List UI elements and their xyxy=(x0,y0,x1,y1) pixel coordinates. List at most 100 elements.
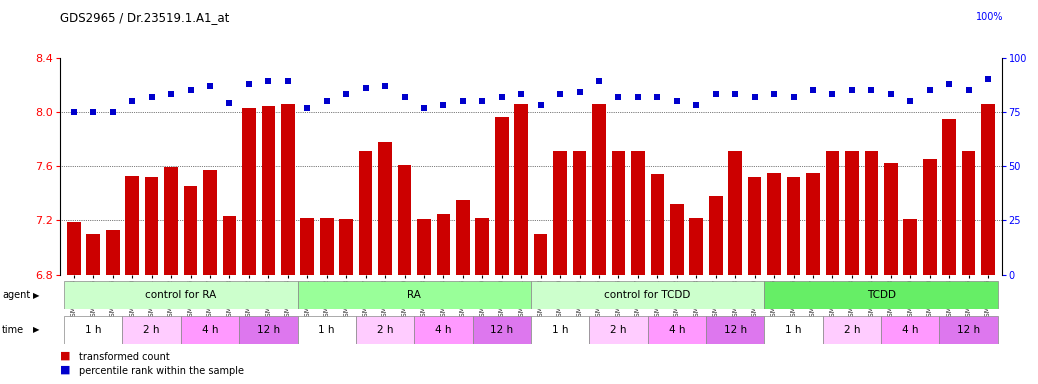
Bar xyxy=(417,219,431,275)
Point xyxy=(435,102,452,108)
Text: 2 h: 2 h xyxy=(844,325,861,335)
Text: 2 h: 2 h xyxy=(143,325,160,335)
Bar xyxy=(495,117,509,275)
Point xyxy=(766,91,783,98)
Point xyxy=(922,87,938,93)
Bar xyxy=(923,159,936,275)
Text: 100%: 100% xyxy=(977,12,1004,22)
Text: 4 h: 4 h xyxy=(201,325,218,335)
Bar xyxy=(651,174,664,275)
Text: RA: RA xyxy=(407,290,421,300)
Text: 12 h: 12 h xyxy=(957,325,980,335)
Point xyxy=(746,94,763,100)
Bar xyxy=(106,230,119,275)
Point xyxy=(299,104,316,111)
Text: 4 h: 4 h xyxy=(902,325,919,335)
Bar xyxy=(122,316,181,344)
Text: 1 h: 1 h xyxy=(786,325,801,335)
Text: 1 h: 1 h xyxy=(319,325,335,335)
Bar xyxy=(356,316,414,344)
Point xyxy=(143,94,160,100)
Point xyxy=(124,98,140,104)
Text: GDS2965 / Dr.23519.1.A1_at: GDS2965 / Dr.23519.1.A1_at xyxy=(60,12,229,25)
Point xyxy=(630,94,647,100)
Bar xyxy=(670,204,684,275)
Bar xyxy=(239,316,298,344)
Point xyxy=(610,94,627,100)
Text: 1 h: 1 h xyxy=(85,325,102,335)
Bar xyxy=(184,186,197,275)
Point xyxy=(415,104,432,111)
Point xyxy=(221,100,238,106)
Text: 2 h: 2 h xyxy=(377,325,393,335)
Point xyxy=(319,98,335,104)
Bar xyxy=(456,200,469,275)
Bar xyxy=(359,151,373,275)
Text: time: time xyxy=(2,325,24,335)
Bar xyxy=(709,196,722,275)
Bar xyxy=(807,173,820,275)
Text: control for TCDD: control for TCDD xyxy=(604,290,691,300)
Text: 4 h: 4 h xyxy=(668,325,685,335)
Bar xyxy=(222,216,237,275)
Bar xyxy=(414,316,472,344)
Point xyxy=(474,98,491,104)
Bar xyxy=(534,234,547,275)
Bar xyxy=(553,151,567,275)
Bar xyxy=(300,218,315,275)
Bar xyxy=(339,219,353,275)
Bar xyxy=(823,316,881,344)
Bar xyxy=(281,104,295,275)
Point xyxy=(940,81,957,87)
Text: 4 h: 4 h xyxy=(435,325,452,335)
Bar xyxy=(378,142,392,275)
Bar xyxy=(203,170,217,275)
Point xyxy=(163,91,180,98)
Bar xyxy=(181,316,239,344)
Bar xyxy=(825,151,840,275)
Point xyxy=(85,109,102,115)
Bar xyxy=(611,151,625,275)
Text: ■: ■ xyxy=(60,351,71,361)
Bar xyxy=(86,234,100,275)
Point xyxy=(785,94,801,100)
Point xyxy=(513,91,529,98)
Bar xyxy=(164,167,177,275)
Text: agent: agent xyxy=(2,290,30,300)
Bar xyxy=(530,281,764,309)
Point xyxy=(863,87,879,93)
Bar xyxy=(962,151,976,275)
Text: 12 h: 12 h xyxy=(256,325,280,335)
Point xyxy=(241,81,257,87)
Bar xyxy=(298,316,356,344)
Bar xyxy=(298,281,530,309)
Bar xyxy=(145,177,159,275)
Bar xyxy=(884,163,898,275)
Bar xyxy=(67,222,81,275)
Bar xyxy=(64,316,122,344)
Bar xyxy=(845,151,858,275)
Bar xyxy=(398,165,411,275)
Bar xyxy=(981,104,994,275)
Point xyxy=(377,83,393,89)
Point xyxy=(261,78,277,84)
Bar xyxy=(573,151,586,275)
Point xyxy=(668,98,685,104)
Bar xyxy=(475,218,489,275)
Point xyxy=(649,94,665,100)
Point xyxy=(183,87,199,93)
Point xyxy=(804,87,821,93)
Bar xyxy=(320,218,333,275)
Text: ▶: ▶ xyxy=(33,291,39,300)
Bar xyxy=(706,316,764,344)
Point xyxy=(493,94,510,100)
Point xyxy=(357,85,374,91)
Bar xyxy=(515,104,528,275)
Bar xyxy=(631,151,645,275)
Point xyxy=(980,76,996,83)
Bar xyxy=(747,177,762,275)
Text: 2 h: 2 h xyxy=(610,325,627,335)
Point xyxy=(844,87,861,93)
Bar xyxy=(865,151,878,275)
Bar xyxy=(530,316,590,344)
